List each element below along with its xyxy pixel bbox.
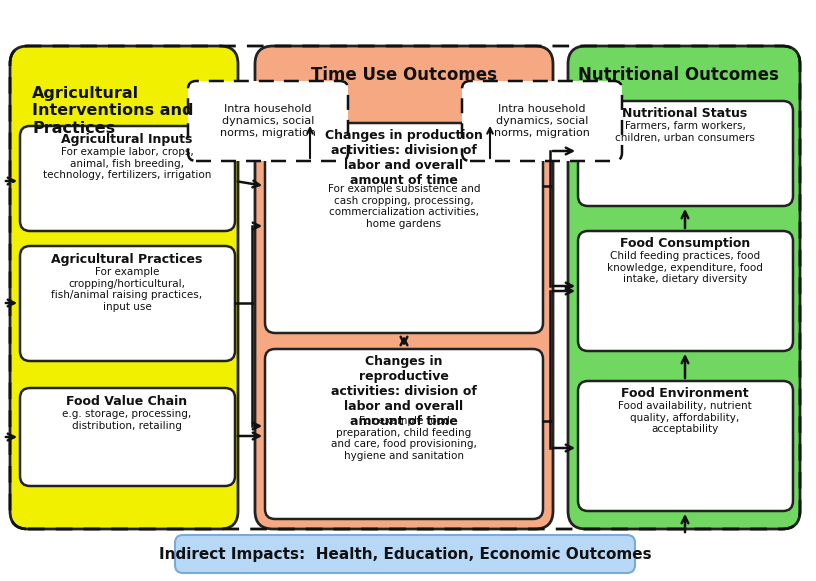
FancyBboxPatch shape — [578, 231, 793, 351]
Text: Nutritional Outcomes: Nutritional Outcomes — [578, 66, 779, 84]
Text: e.g. storage, processing,
distribution, retailing: e.g. storage, processing, distribution, … — [62, 409, 192, 431]
FancyBboxPatch shape — [265, 123, 543, 333]
Text: Agricultural Inputs: Agricultural Inputs — [61, 133, 193, 146]
Text: Food Consumption: Food Consumption — [620, 237, 750, 250]
FancyBboxPatch shape — [10, 46, 238, 529]
Text: Intra household
dynamics, social
norms, migration: Intra household dynamics, social norms, … — [494, 105, 590, 138]
FancyBboxPatch shape — [265, 349, 543, 519]
FancyBboxPatch shape — [255, 46, 553, 529]
Text: Changes in production
activities: division of
labor and overall
amount of time: Changes in production activities: divisi… — [325, 129, 483, 187]
Text: Agricultural
Interventions and
Practices: Agricultural Interventions and Practices — [32, 86, 193, 136]
FancyBboxPatch shape — [462, 81, 622, 161]
Text: For example labor, crops,
animal, fish breeding,
technology, fertilizers, irriga: For example labor, crops, animal, fish b… — [42, 147, 211, 180]
Text: Child feeding practices, food
knowledge, expenditure, food
intake, dietary diver: Child feeding practices, food knowledge,… — [607, 251, 763, 284]
Text: Farmers, farm workers,
children, urban consumers: Farmers, farm workers, children, urban c… — [615, 121, 755, 142]
Text: For example food
preparation, child feeding
and care, food provisioning,
hygiene: For example food preparation, child feed… — [331, 416, 477, 461]
Text: Indirect Impacts:  Health, Education, Economic Outcomes: Indirect Impacts: Health, Education, Eco… — [158, 547, 651, 561]
Text: For example subsistence and
cash cropping, processing,
commercialization activit: For example subsistence and cash croppin… — [328, 184, 481, 229]
Text: Intra household
dynamics, social
norms, migration: Intra household dynamics, social norms, … — [220, 105, 316, 138]
Text: Changes in
reproductive
activities: division of
labor and overall
amount of time: Changes in reproductive activities: divi… — [331, 355, 477, 428]
FancyBboxPatch shape — [20, 126, 235, 231]
FancyBboxPatch shape — [175, 535, 635, 573]
FancyBboxPatch shape — [20, 388, 235, 486]
FancyBboxPatch shape — [578, 381, 793, 511]
Text: Food Environment: Food Environment — [621, 387, 749, 400]
Text: Food Value Chain: Food Value Chain — [66, 395, 188, 408]
FancyBboxPatch shape — [568, 46, 800, 529]
Text: Agricultural Practices: Agricultural Practices — [51, 253, 202, 266]
Text: Food availability, nutrient
quality, affordability,
acceptability: Food availability, nutrient quality, aff… — [619, 401, 752, 434]
FancyBboxPatch shape — [188, 81, 348, 161]
FancyBboxPatch shape — [20, 246, 235, 361]
FancyBboxPatch shape — [578, 101, 793, 206]
Text: Time Use Outcomes: Time Use Outcomes — [311, 66, 497, 84]
Text: Nutritional Status: Nutritional Status — [623, 107, 747, 120]
Text: For example
cropping/horticultural,
fish/animal raising practices,
input use: For example cropping/horticultural, fish… — [51, 267, 202, 312]
